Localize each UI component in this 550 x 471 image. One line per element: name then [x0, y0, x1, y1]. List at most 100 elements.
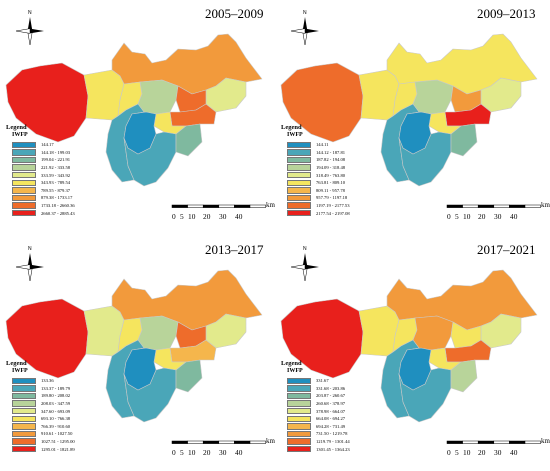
- scale-tick-label: 30: [494, 212, 502, 221]
- legend-variable: IWFP: [287, 368, 303, 374]
- legend-swatch: [12, 171, 36, 179]
- legend-title: Legend: [281, 360, 302, 367]
- legend-swatch: [287, 202, 311, 209]
- legend-label: 1219.79 - 1301.44: [316, 439, 350, 445]
- legend-item: 203.87 - 260.67: [287, 392, 345, 400]
- legend-item: 731.50 - 1219.78: [287, 430, 347, 438]
- legend-item: 133.37 - 189.79: [12, 385, 70, 393]
- legend-swatch: [12, 415, 36, 422]
- legend-swatch: [12, 202, 36, 209]
- legend-title: Legend: [6, 360, 27, 367]
- region-center: [412, 79, 454, 115]
- legend-label: 1301.45 - 1364.23: [316, 446, 350, 452]
- scale-tick-label: 10: [463, 212, 471, 221]
- legend-item: 343.93 - 789.54: [12, 179, 70, 187]
- legend-item: 331.68 - 203.86: [287, 385, 345, 393]
- legend-label: 731.50 - 1219.78: [316, 431, 348, 437]
- scale-tick-label: 40: [235, 212, 243, 221]
- region-northwest-center: [358, 69, 400, 121]
- legend-item: 1733.18 - 2660.36: [12, 202, 75, 210]
- legend-swatch: [287, 156, 311, 164]
- scale-tick-label: 20: [203, 212, 211, 221]
- north-arrow-icon: [15, 253, 44, 282]
- legend-swatch: [12, 385, 36, 392]
- legend-item: 1301.45 - 1364.23: [287, 445, 350, 453]
- legend-label: 203.87 - 260.67: [316, 393, 346, 399]
- region-southeast-small: [450, 359, 478, 393]
- legend-label: 1295.01 - 1821.89: [41, 446, 75, 452]
- legend-title: Legend: [6, 124, 27, 131]
- scale-tick-label: 30: [219, 212, 227, 221]
- legend-label: 133.37 - 189.79: [41, 385, 71, 391]
- legend-swatch: [12, 407, 36, 415]
- north-arrow-icon: [290, 253, 319, 282]
- legend-label: 144.18 - 199.03: [41, 149, 71, 155]
- region-city: [123, 111, 157, 155]
- legend-label: 1027.51 - 1295.00: [41, 439, 75, 445]
- period-title: 2009–2013: [477, 6, 536, 21]
- legend-label: 133.36: [41, 378, 54, 384]
- legend-swatch: [287, 171, 311, 179]
- legend-item: 133.36: [12, 377, 54, 385]
- legend-variable: IWFP: [12, 132, 28, 138]
- north-arrow-icon: [290, 17, 319, 46]
- scale-tick-label: 10: [463, 448, 471, 457]
- legend-label: 763.81 - 809.10: [316, 180, 346, 186]
- legend-label: 331.67: [316, 378, 329, 384]
- legend-item: 1219.79 - 1301.44: [287, 438, 350, 446]
- legend-label: 221.92 - 333.58: [41, 165, 71, 171]
- legend-label: 789.55 - 879.37: [41, 187, 71, 193]
- scale-tick-label: 0: [447, 448, 451, 457]
- legend-swatch: [12, 400, 36, 407]
- legend-label: 910.61 - 1027.50: [41, 431, 73, 437]
- map-svg: [280, 17, 541, 208]
- legend-label: 260.68 - 378.97: [316, 401, 346, 407]
- legend-swatch: [287, 423, 311, 430]
- legend-item: 879.38 - 1733.17: [12, 194, 72, 202]
- legend-swatch: [287, 209, 311, 217]
- region-northwest-center: [83, 69, 125, 121]
- legend-swatch: [12, 149, 36, 156]
- map-panel-2013-2017: 2013–2017 N Legend IWFP 133.36 133.37 - 1…: [0, 236, 275, 471]
- legend-variable: IWFP: [287, 132, 303, 138]
- legend-label: 957.79 - 1197.18: [316, 195, 348, 201]
- legend-item: 194.09 - 318.48: [287, 164, 345, 172]
- legend-swatch: [287, 392, 311, 400]
- legend-swatch: [12, 430, 36, 438]
- region-southeast-small: [175, 359, 203, 393]
- region-center: [137, 79, 179, 115]
- scale-tick-label: 20: [478, 448, 486, 457]
- legend-swatch: [287, 400, 311, 407]
- region-city: [398, 347, 432, 391]
- legend-swatch: [12, 438, 36, 445]
- region-center: [137, 315, 179, 351]
- legend-item: 1197.19 - 2177.53: [287, 202, 350, 210]
- region-northwest-center: [358, 305, 400, 357]
- map-svg: [5, 17, 266, 208]
- legend-swatch: [12, 164, 36, 171]
- legend-item: 331.67: [287, 377, 329, 385]
- scale-tick-label: 10: [188, 212, 196, 221]
- legend-swatch: [12, 423, 36, 430]
- scale-tick-label: 5: [180, 448, 184, 457]
- legend-swatch: [287, 187, 311, 194]
- legend-label: 2177.54 - 2197.08: [316, 210, 350, 216]
- scale-tick-label: 0: [172, 212, 176, 221]
- region-city: [398, 111, 432, 155]
- legend-item: 957.79 - 1197.18: [287, 194, 347, 202]
- region-southeast-small: [450, 123, 478, 157]
- legend-swatch: [287, 141, 311, 148]
- legend-item: 144.12 - 187.81: [287, 149, 345, 157]
- legend-label: 664.08 - 694.27: [316, 416, 346, 422]
- scale-tick-label: 30: [219, 448, 227, 457]
- scale-tick-label: 5: [455, 212, 459, 221]
- north-letter: N: [28, 246, 32, 252]
- map-svg: [280, 253, 541, 444]
- scale-unit-label: km: [266, 201, 275, 209]
- legend-swatch: [12, 194, 36, 202]
- legend-item: 378.98 - 664.07: [287, 407, 345, 415]
- legend-item: 318.49 - 763.80: [287, 171, 345, 179]
- legend-swatch: [12, 156, 36, 164]
- legend-swatch: [287, 179, 311, 186]
- scale-tick-label: 20: [203, 448, 211, 457]
